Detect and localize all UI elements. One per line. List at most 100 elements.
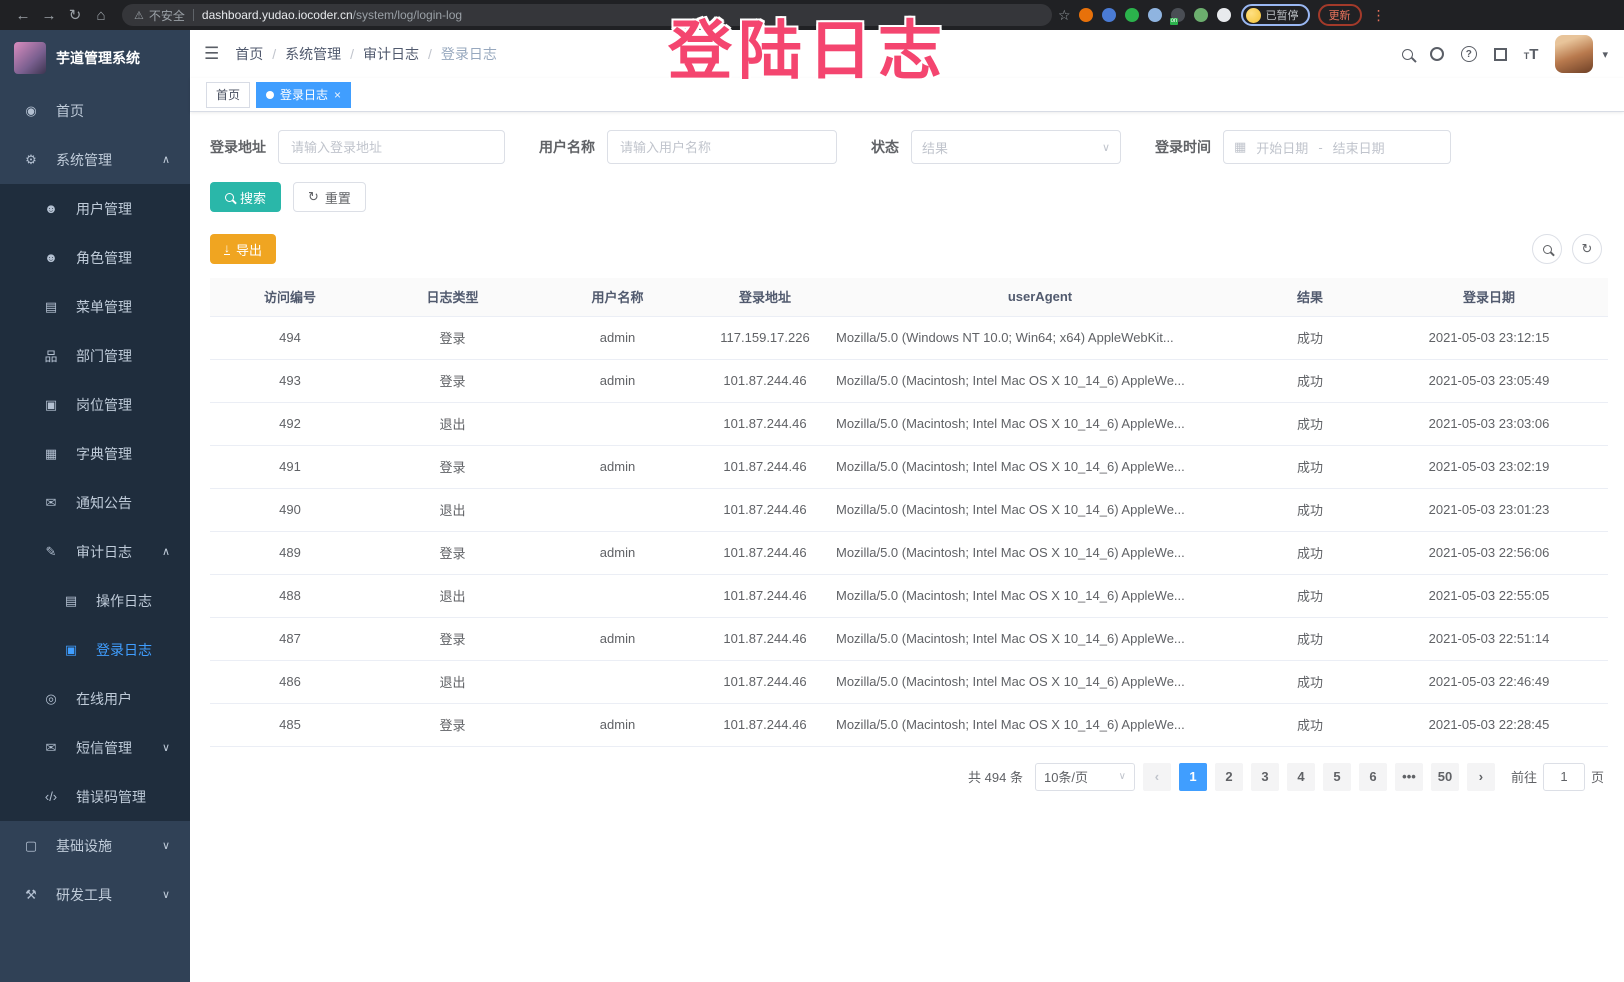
page-button-6[interactable]: 6 — [1358, 762, 1387, 791]
table-cell: Mozilla/5.0 (Macintosh; Intel Mac OS X 1… — [830, 359, 1250, 403]
page-button-50[interactable]: 50 — [1430, 762, 1459, 791]
table-cell: 101.87.244.46 — [700, 574, 830, 618]
search-button[interactable]: 搜索 — [210, 182, 282, 212]
sidebar-item-错误码管理[interactable]: ‹/› 错误码管理 — [0, 772, 190, 821]
username-input[interactable] — [607, 130, 837, 164]
page-button-5[interactable]: 5 — [1322, 762, 1351, 791]
sms-icon: ✉ — [45, 739, 57, 755]
sidebar-item-label: 首页 — [56, 102, 84, 119]
font-size-icon[interactable]: TT — [1523, 45, 1539, 63]
sidebar-item-在线用户[interactable]: ◎ 在线用户 — [0, 674, 190, 723]
table-cell: 登录 — [370, 617, 535, 661]
login-address-input[interactable] — [278, 130, 505, 164]
chevron-up-icon: ∧ — [161, 154, 170, 166]
search-icon[interactable] — [1401, 48, 1413, 60]
close-icon[interactable]: × — [334, 87, 342, 102]
browser-back-icon[interactable]: ← — [15, 6, 31, 24]
extension-blue-shield-icon[interactable] — [1101, 8, 1116, 22]
more-pages-button[interactable]: ••• — [1394, 762, 1423, 791]
breadcrumb-item-首页[interactable]: 首页 — [235, 46, 264, 62]
page-button-2[interactable]: 2 — [1214, 762, 1243, 791]
sidebar-item-登录日志[interactable]: ▣ 登录日志 — [0, 625, 190, 674]
extension-orange-circle-icon[interactable] — [1078, 8, 1093, 22]
page-button-1[interactable]: 1 — [1178, 762, 1207, 791]
next-page-button[interactable]: › — [1466, 762, 1495, 791]
status-select[interactable]: 结果 ∨ — [911, 130, 1121, 164]
sidebar-item-审计日志[interactable]: ✎ 审计日志 ∧ — [0, 527, 190, 576]
dict-icon: ▦ — [44, 445, 58, 461]
sidebar-item-菜单管理[interactable]: ▤ 菜单管理 — [0, 282, 190, 331]
tag-首页[interactable]: 首页 — [206, 81, 251, 108]
page-content: 登录地址 用户名称 状态 结果 ∨ 登录时间 ▦ — [190, 112, 1624, 982]
hamburger-icon[interactable]: ☰ — [204, 44, 220, 63]
table-cell: 2021-05-03 23:05:49 — [1370, 359, 1608, 403]
github-icon[interactable] — [1429, 47, 1444, 61]
app-logo-bar[interactable]: 芋道管理系统 — [0, 30, 190, 86]
audit-log-icon: ✎ — [45, 543, 57, 559]
security-label[interactable]: 不安全 — [148, 8, 185, 23]
sidebar-item-岗位管理[interactable]: ▣ 岗位管理 — [0, 380, 190, 429]
extension-white-puzzle-icon[interactable] — [1216, 8, 1231, 22]
sidebar-item-label: 错误码管理 — [76, 788, 146, 805]
sidebar-item-基础设施[interactable]: ▢ 基础设施 ∨ — [0, 821, 190, 870]
fullscreen-icon[interactable] — [1493, 47, 1507, 61]
avatar-caret-icon[interactable]: ▾ — [1602, 48, 1608, 61]
sidebar-item-角色管理[interactable]: ☻ 角色管理 — [0, 233, 190, 282]
breadcrumb-item-审计日志[interactable]: 审计日志 — [363, 46, 420, 62]
extension-green-circle-icon[interactable] — [1124, 8, 1139, 22]
extension-dark-on-switch-icon[interactable]: on — [1169, 8, 1185, 25]
chevron-down-icon: ∨ — [1101, 141, 1110, 154]
login-log-table: 访问编号 日志类型 用户名称 登录地址 userAgent 结果 登录日期 494 登录 adm… — [210, 278, 1608, 747]
browser-reload-icon[interactable]: ↻ — [68, 7, 82, 24]
sidebar-item-label: 字典管理 — [76, 445, 132, 462]
address-bar[interactable]: ⚠ 不安全 dashboard.yudao.iocoder.cn/system/… — [122, 4, 1052, 26]
tag-登录日志[interactable]: 登录日志 × — [256, 81, 352, 108]
sidebar-item-部门管理[interactable]: 品 部门管理 — [0, 331, 190, 380]
table-cell: 2021-05-03 22:51:14 — [1370, 617, 1608, 661]
toggle-search-button[interactable] — [1532, 234, 1562, 264]
date-range-picker[interactable]: ▦ 开始日期 - 结束日期 — [1223, 130, 1451, 164]
browser-menu-icon[interactable]: ⋮ — [1371, 6, 1386, 23]
gear-icon: ⚙ — [25, 151, 37, 167]
help-icon[interactable]: ? — [1460, 46, 1477, 62]
page-button-3[interactable]: 3 — [1250, 762, 1279, 791]
export-button[interactable]: ↓ 导出 — [210, 234, 277, 264]
browser-update-button[interactable]: 更新 — [1317, 4, 1362, 26]
page-button-4[interactable]: 4 — [1286, 762, 1315, 791]
browser-home-icon[interactable]: ⌂ — [96, 6, 106, 24]
extension-green-leaf-icon[interactable] — [1193, 8, 1208, 22]
range-separator: - — [1318, 139, 1323, 155]
breadcrumb-item-系统管理[interactable]: 系统管理 — [285, 46, 342, 62]
sidebar-item-字典管理[interactable]: ▦ 字典管理 — [0, 429, 190, 478]
sidebar-item-用户管理[interactable]: ☻ 用户管理 — [0, 184, 190, 233]
sidebar-item-短信管理[interactable]: ✉ 短信管理 ∨ — [0, 723, 190, 772]
extension-blue-gray-puzzle-icon[interactable] — [1147, 8, 1162, 22]
sidebar-item-研发工具[interactable]: ⚒ 研发工具 ∨ — [0, 870, 190, 919]
table-cell: 2021-05-03 22:56:06 — [1370, 531, 1608, 575]
table-cell: 101.87.244.46 — [700, 531, 830, 575]
table-cell: 101.87.244.46 — [700, 445, 830, 489]
tags-view-bar: 首页 登录日志 × — [190, 78, 1624, 112]
user-avatar[interactable] — [1555, 35, 1594, 73]
prev-page-button[interactable]: ‹ — [1142, 762, 1171, 791]
url-host: dashboard.yudao.iocoder.cn — [201, 8, 353, 22]
column-header-访问编号: 访问编号 — [210, 278, 370, 317]
header-actions: ? TT ▾ — [1401, 35, 1608, 73]
table-cell: 成功 — [1250, 488, 1370, 532]
page-size-select[interactable]: 10条/页 ∨ — [1034, 762, 1135, 791]
reset-button[interactable]: ↻ 重置 — [293, 182, 366, 212]
refresh-button[interactable]: ↻ — [1572, 234, 1602, 264]
table-cell: Mozilla/5.0 (Macintosh; Intel Mac OS X 1… — [830, 488, 1250, 532]
table-cell: 登录 — [370, 359, 535, 403]
browser-forward-icon[interactable]: → — [41, 6, 57, 24]
sidebar-item-通知公告[interactable]: ✉ 通知公告 — [0, 478, 190, 527]
bookmark-star-icon[interactable]: ☆ — [1058, 6, 1071, 23]
browser-profile-button[interactable]: 已暂停 — [1240, 4, 1310, 26]
app-window: 芋道管理系统 ◉ 首页 ⚙ 系统管理 ∧ ☻ 用户管理 ☻ 角色管理 ▤ 菜单管理品 部门管理 ▣ 岗位管… — [0, 30, 1624, 982]
sidebar-item-操作日志[interactable]: ▤ 操作日志 — [0, 576, 190, 625]
table-cell: admin — [535, 316, 700, 360]
sidebar-item-首页[interactable]: ◉ 首页 — [0, 86, 190, 135]
profile-avatar-icon — [1245, 7, 1261, 23]
sidebar-item-系统管理[interactable]: ⚙ 系统管理 ∧ — [0, 135, 190, 184]
goto-page-input[interactable] — [1542, 762, 1585, 791]
